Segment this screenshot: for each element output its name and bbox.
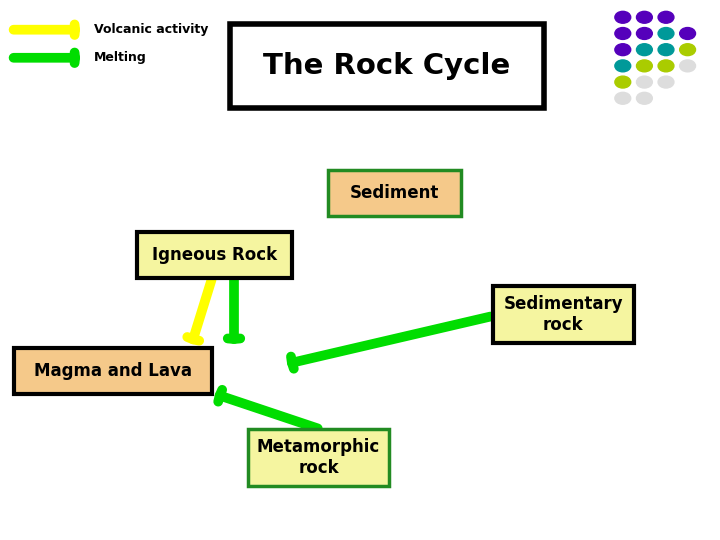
Circle shape — [680, 44, 696, 56]
Text: Volcanic activity: Volcanic activity — [94, 23, 208, 36]
Circle shape — [636, 92, 652, 104]
Circle shape — [615, 60, 631, 72]
Circle shape — [658, 76, 674, 88]
Circle shape — [658, 44, 674, 56]
FancyBboxPatch shape — [137, 232, 292, 278]
Circle shape — [680, 28, 696, 39]
Text: Magma and Lava: Magma and Lava — [35, 362, 192, 380]
Circle shape — [636, 44, 652, 56]
Text: Igneous Rock: Igneous Rock — [152, 246, 276, 264]
Circle shape — [615, 11, 631, 23]
FancyBboxPatch shape — [14, 348, 212, 394]
FancyBboxPatch shape — [493, 286, 634, 343]
Text: Metamorphic
rock: Metamorphic rock — [257, 438, 380, 477]
Circle shape — [658, 11, 674, 23]
Circle shape — [636, 11, 652, 23]
Circle shape — [636, 60, 652, 72]
Circle shape — [615, 28, 631, 39]
Text: The Rock Cycle: The Rock Cycle — [264, 52, 510, 80]
Text: Melting: Melting — [94, 51, 146, 64]
Text: Sedimentary
rock: Sedimentary rock — [503, 295, 624, 334]
Circle shape — [636, 28, 652, 39]
FancyBboxPatch shape — [230, 24, 544, 108]
Text: Sediment: Sediment — [349, 184, 439, 202]
Circle shape — [615, 44, 631, 56]
Circle shape — [636, 76, 652, 88]
Circle shape — [680, 60, 696, 72]
FancyBboxPatch shape — [328, 170, 461, 216]
FancyBboxPatch shape — [248, 429, 389, 486]
Circle shape — [615, 92, 631, 104]
Circle shape — [658, 60, 674, 72]
Circle shape — [615, 76, 631, 88]
Circle shape — [658, 28, 674, 39]
